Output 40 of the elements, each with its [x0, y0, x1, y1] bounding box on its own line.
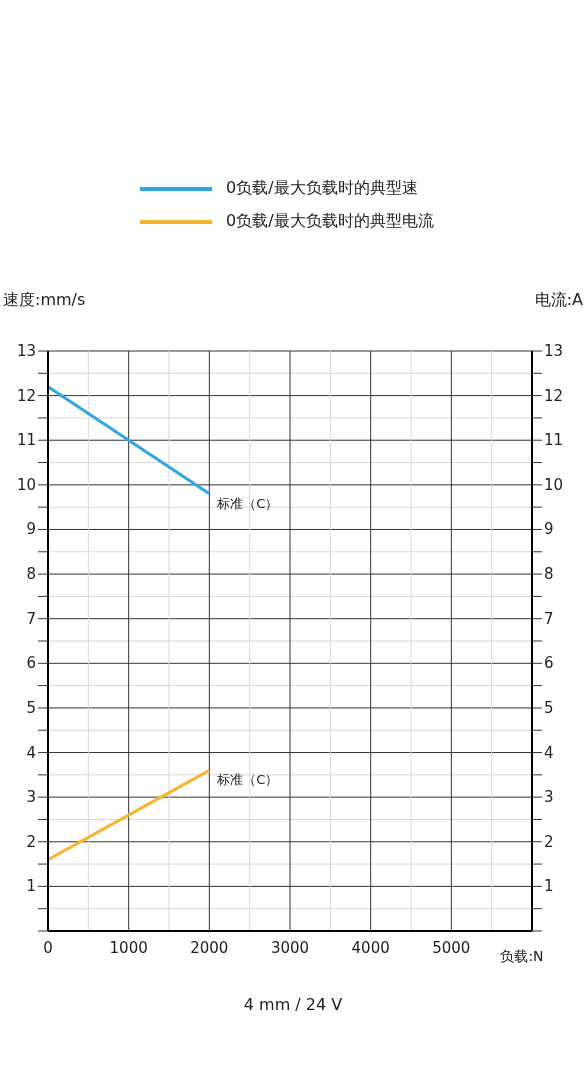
y-tick-label: 3: [26, 788, 36, 807]
y-tick-label: 8: [26, 565, 36, 584]
annotation: 标准（C）: [216, 495, 279, 511]
x-tick-label: 2000: [190, 939, 229, 957]
legend-label: 0负载/最大负载时的典型速: [226, 178, 418, 199]
y-tick-label: 10: [16, 475, 36, 494]
x-tick-label: 3000: [270, 939, 310, 957]
x-tick-label: 1000: [109, 939, 148, 957]
y2-tick-label: 12: [544, 386, 564, 405]
x-tick-label: 0: [43, 939, 53, 957]
y-tick-label: 9: [26, 520, 36, 539]
y2-tick-label: 1: [544, 877, 554, 896]
y-tick-label: 13: [16, 342, 36, 360]
y2-axis-title: 电流:A: [534, 290, 583, 311]
y2-tick-label: 7: [544, 609, 554, 628]
x-axis-title: 负载:N: [500, 948, 544, 964]
y2-tick-label: 4: [544, 743, 554, 762]
x-tick-label: 4000: [351, 939, 390, 957]
x-tick-label: 5000: [432, 939, 471, 957]
y-tick-label: 2: [26, 832, 36, 851]
y-tick-label: 6: [26, 654, 36, 673]
y-tick-label: 5: [26, 698, 36, 717]
y-tick-label: 1: [26, 877, 36, 896]
y-axis-title: 速度:mm/s: [3, 290, 86, 311]
y-tick-label: 4: [26, 743, 36, 762]
y2-tick-label: 13: [544, 342, 564, 360]
y-tick-label: 7: [26, 609, 36, 628]
y-tick-label: 11: [16, 431, 36, 450]
legend-label: 0负载/最大负载时的典型电流: [226, 211, 434, 232]
y2-tick-label: 2: [544, 832, 554, 851]
y2-tick-label: 3: [544, 788, 554, 807]
y-tick-label: 12: [16, 386, 36, 405]
annotation: 标准（C）: [216, 772, 279, 788]
text: 4 mm / 24 V: [242, 995, 344, 1014]
y2-tick-label: 8: [544, 565, 554, 584]
y2-tick-label: 10: [544, 475, 564, 494]
y2-tick-label: 6: [544, 654, 554, 673]
y2-tick-label: 5: [544, 698, 554, 717]
y2-tick-label: 11: [544, 431, 564, 450]
y2-tick-label: 9: [544, 520, 554, 539]
